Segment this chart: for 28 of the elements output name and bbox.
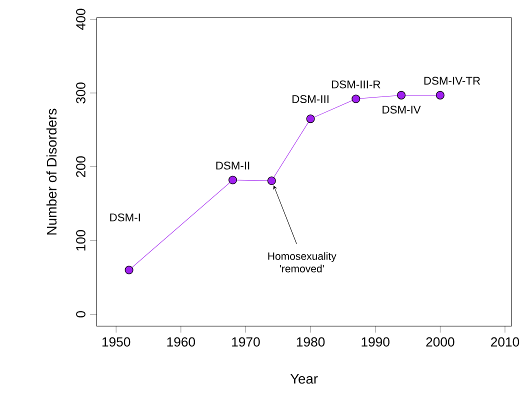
annotation: DSM-II bbox=[216, 162, 250, 170]
point bbox=[352, 94, 360, 104]
x-tick-label: 1960 bbox=[167, 337, 196, 347]
annotation: DSM-III-R bbox=[332, 80, 380, 88]
x-tick-label: 1970 bbox=[232, 337, 260, 347]
point bbox=[436, 91, 444, 100]
x-tick-label: 1950 bbox=[102, 337, 130, 347]
annotation: DSM-I bbox=[110, 214, 140, 222]
y-tick-label: 0 bbox=[76, 311, 86, 318]
x-tick-label: 1990 bbox=[362, 337, 390, 347]
y-tick-label: 200 bbox=[76, 156, 86, 178]
x-tick-label: 2010 bbox=[491, 337, 520, 347]
point bbox=[397, 91, 406, 100]
y-axis-title: Number of Disorders bbox=[46, 108, 57, 235]
x-axis-title: Year bbox=[290, 374, 318, 384]
annotation: DSM-IV bbox=[382, 106, 421, 114]
annotation: DSM-III bbox=[292, 95, 328, 104]
annotation: DSM-IV-TR bbox=[424, 76, 480, 85]
y-tick-label: 100 bbox=[76, 230, 86, 251]
y-tick-label: 300 bbox=[76, 82, 86, 104]
x-tick-label: 1980 bbox=[296, 337, 325, 347]
point bbox=[228, 176, 238, 184]
y-tick-label: 400 bbox=[76, 8, 86, 30]
point bbox=[124, 266, 134, 274]
point bbox=[267, 176, 276, 186]
point bbox=[306, 114, 315, 124]
annotation: Homosexuality 'removed' bbox=[268, 252, 336, 272]
x-tick-label: 2000 bbox=[426, 337, 454, 347]
